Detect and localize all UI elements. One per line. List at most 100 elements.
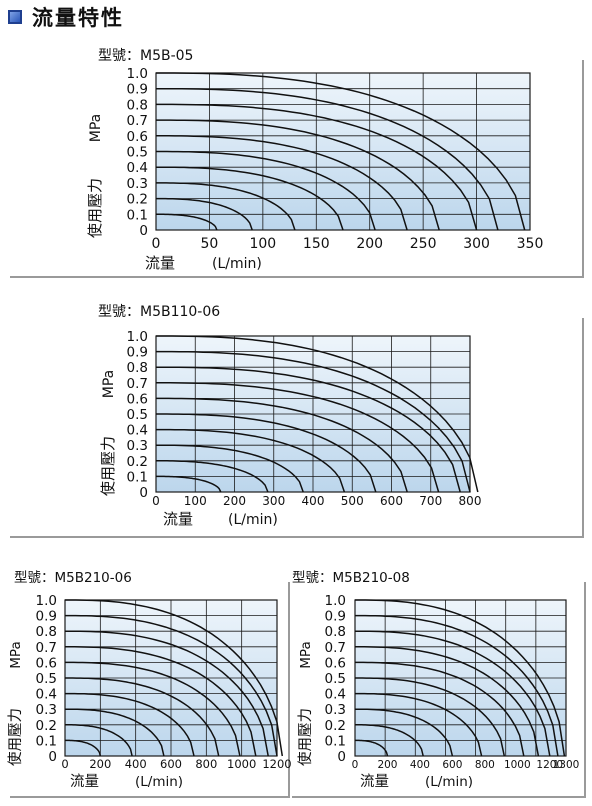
flow-curve-0.2mpa [156, 197, 253, 231]
flow-curve-0.7mpa [156, 382, 440, 493]
section-header: 流量特性 [8, 2, 124, 32]
flow-curve-0.5mpa [156, 413, 377, 493]
y-tick-label: 0 [139, 223, 148, 239]
x-axis-label: 流量 [163, 510, 193, 528]
flow-curve-0.4mpa [65, 692, 195, 757]
x-tick-label: 150 [303, 236, 330, 252]
y-tick-label: 0.3 [127, 438, 148, 454]
x-tick-label: 0 [61, 757, 68, 771]
flow-curve-1.0mpa [355, 599, 566, 757]
chart-title: 型號：M5B110-06 [98, 304, 220, 320]
y-tick-label: 0.9 [36, 609, 57, 625]
x-axis-label: 流量 [360, 773, 389, 790]
y-tick-label: 0.1 [127, 207, 148, 223]
y-axis-unit: MPa [298, 641, 314, 668]
y-tick-label: 1.0 [127, 66, 148, 82]
flow-curve-0.4mpa [156, 166, 344, 231]
y-tick-label: 0.3 [36, 702, 57, 718]
x-tick-label: 1000 [504, 759, 531, 771]
x-axis-label: 流量 [70, 773, 99, 790]
flow-curve-0.9mpa [355, 614, 559, 757]
y-axis-unit: MPa [8, 641, 24, 668]
y-tick-label: 0.9 [127, 345, 148, 361]
flow-curve-1.0mpa [65, 599, 284, 757]
x-tick-label: 1200 [536, 759, 563, 771]
y-axis-unit: MPa [101, 370, 117, 398]
flow-chart-4: 00.10.20.30.40.50.60.70.80.91.00 200 400 60… [292, 570, 579, 790]
y-axis-unit: MPa [88, 114, 104, 142]
flow-curve-0.1mpa [156, 475, 222, 493]
y-tick-label: 0.1 [325, 733, 346, 749]
x-axis-unit: (L/min) [212, 256, 262, 272]
y-tick-label: 1.0 [127, 329, 148, 345]
flow-curve-0.2mpa [355, 724, 424, 757]
x-tick-label: 100 [184, 494, 207, 508]
chart-panel-m5b110-06 [10, 318, 584, 538]
y-tick-label: 0.2 [36, 718, 57, 734]
x-tick-label: 400 [125, 757, 147, 771]
y-tick-label: 0.8 [127, 97, 148, 113]
x-tick-label: 400 [410, 759, 430, 771]
y-tick-label: 1.0 [325, 593, 346, 609]
x-tick-label: 200 [377, 759, 397, 771]
y-tick-label: 0 [48, 749, 57, 765]
flow-curve-0.1mpa [156, 213, 218, 231]
y-tick-label: 0.1 [36, 733, 57, 749]
y-axis-label: 使用壓力 [86, 178, 104, 238]
y-tick-label: 0.3 [127, 176, 148, 192]
x-tick-label: 0 [352, 759, 359, 771]
chart-panel-m5b210-06 [10, 582, 290, 798]
section-title: 流量特性 [32, 6, 124, 30]
x-tick-label: 600 [442, 759, 462, 771]
y-tick-label: 0.2 [325, 718, 346, 734]
y-tick-label: 0.4 [36, 687, 57, 703]
x-tick-label: 800 [459, 494, 482, 508]
y-tick-label: 0.9 [127, 82, 148, 98]
x-tick-label: 50 [201, 236, 219, 252]
x-tick-label: 600 [380, 494, 403, 508]
y-tick-label: 0.4 [325, 687, 346, 703]
y-tick-label: 0.6 [127, 391, 148, 407]
y-tick-label: 0.4 [127, 423, 148, 439]
flow-curve-0.7mpa [355, 646, 540, 757]
x-tick-label: 100 [249, 236, 276, 252]
x-tick-label: 0 [152, 494, 160, 508]
chart-title: 型號：M5B210-08 [292, 570, 410, 586]
y-tick-label: 0.5 [36, 671, 57, 687]
chart-title: 型號：M5B-05 [98, 48, 193, 64]
flow-curve-0.3mpa [355, 708, 454, 757]
flow-chart-2: 00.10.20.30.40.50.60.70.80.91.00 100 200 30… [98, 304, 481, 528]
flow-curve-0.5mpa [65, 677, 220, 757]
x-axis-unit: (L/min) [425, 774, 473, 790]
y-tick-label: 0.8 [127, 360, 148, 376]
flow-curve-0.3mpa [65, 708, 165, 757]
flow-curve-0.5mpa [355, 677, 506, 757]
y-tick-label: 0.6 [325, 655, 346, 671]
x-tick-label: 600 [160, 757, 182, 771]
x-tick-label: 300 [262, 494, 285, 508]
y-tick-label: 0.9 [325, 609, 346, 625]
y-tick-label: 0.7 [127, 113, 148, 129]
flow-curve-0.7mpa [65, 646, 257, 757]
chart-panel-m5b210-08 [292, 582, 586, 798]
x-tick-label: 400 [302, 494, 325, 508]
chart-panel-m5b-05 [10, 60, 584, 278]
y-tick-label: 0.1 [127, 469, 148, 485]
flow-curve-0.4mpa [156, 428, 346, 493]
flow-curve-0.2mpa [156, 460, 269, 493]
x-tick-label: 500 [341, 494, 364, 508]
y-tick-label: 1.0 [36, 593, 57, 609]
x-axis-label: 流量 [145, 254, 175, 272]
x-tick-label: 200 [223, 494, 246, 508]
x-tick-label: 250 [410, 236, 437, 252]
y-tick-label: 0.6 [127, 129, 148, 145]
flow-curve-0.8mpa [156, 366, 461, 493]
flow-curve-0.1mpa [355, 739, 389, 757]
y-tick-label: 0.5 [127, 145, 148, 161]
x-tick-label: 1200 [262, 757, 291, 771]
flow-curve-0.8mpa [156, 103, 478, 231]
flow-chart-1: 00.10.20.30.40.50.60.70.80.91.0 0 50 100 150… [86, 48, 543, 272]
x-tick-label: 1300 [553, 759, 580, 771]
flow-curve-0.6mpa [156, 135, 408, 231]
x-tick-label: 800 [195, 757, 217, 771]
